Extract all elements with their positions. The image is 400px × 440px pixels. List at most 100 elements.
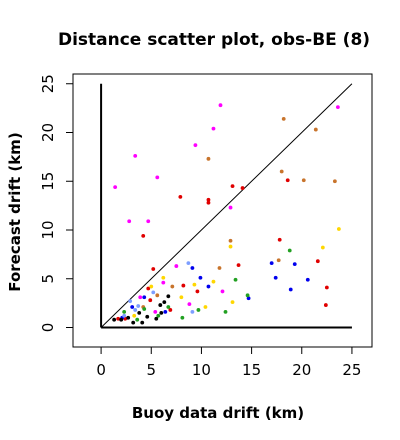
data-point <box>336 227 341 231</box>
data-point <box>313 127 318 132</box>
data-point <box>240 186 245 190</box>
data-point <box>142 295 147 300</box>
data-point <box>155 293 160 298</box>
data-point <box>153 310 158 314</box>
y-tick-label: 20 <box>39 123 57 142</box>
data-point <box>122 310 127 314</box>
data-point <box>324 285 329 290</box>
data-point <box>277 237 282 242</box>
data-point <box>180 315 185 320</box>
data-point <box>133 154 138 158</box>
data-point <box>301 178 306 183</box>
data-point <box>233 277 238 282</box>
data-point <box>281 116 286 121</box>
x-tick-label: 25 <box>342 361 361 379</box>
data-point <box>190 266 195 270</box>
data-point <box>133 308 138 312</box>
data-point <box>148 298 153 303</box>
data-point <box>192 282 197 287</box>
data-point <box>269 261 274 266</box>
data-point <box>156 313 161 318</box>
data-point <box>146 219 151 224</box>
data-point <box>323 303 328 307</box>
data-point <box>195 289 200 294</box>
data-point <box>131 320 136 325</box>
data-point <box>320 245 325 250</box>
data-point <box>151 290 156 295</box>
data-point <box>162 300 167 305</box>
x-tick-label: 0 <box>96 361 106 379</box>
data-point <box>206 284 211 289</box>
data-point <box>161 275 166 280</box>
y-tick-label: 0 <box>39 323 57 333</box>
data-point <box>166 305 171 309</box>
chart-title: Distance scatter plot, obs-BE (8) <box>58 30 370 50</box>
data-point <box>223 310 228 314</box>
data-point <box>236 263 241 267</box>
data-point <box>154 316 159 321</box>
x-tick-label: 5 <box>146 361 156 379</box>
x-axis-label: Buoy data drift (km) <box>132 404 304 422</box>
x-tick-label: 20 <box>292 361 311 379</box>
x-tick-label: 15 <box>242 361 261 379</box>
data-point <box>178 194 183 199</box>
data-point <box>136 304 141 308</box>
data-point <box>186 261 191 266</box>
data-point <box>292 262 297 267</box>
data-point <box>206 200 211 205</box>
data-point <box>151 267 156 271</box>
data-point <box>287 248 292 253</box>
data-point <box>163 310 168 314</box>
data-point <box>158 303 163 307</box>
data-point <box>113 185 118 190</box>
data-point <box>217 266 222 270</box>
data-point <box>279 169 284 174</box>
data-point <box>145 314 150 319</box>
y-tick-label: 5 <box>39 274 57 284</box>
data-point <box>181 283 186 288</box>
data-point <box>126 315 131 320</box>
data-point <box>228 238 233 243</box>
data-point <box>119 317 124 322</box>
data-point <box>179 295 184 300</box>
data-point <box>146 286 151 291</box>
data-point <box>198 275 203 280</box>
data-point <box>230 184 235 189</box>
data-point <box>305 277 310 282</box>
data-point <box>211 126 216 131</box>
data-point <box>159 310 164 315</box>
data-point <box>228 244 233 249</box>
data-point <box>246 296 251 301</box>
y-tick-label: 10 <box>39 220 57 239</box>
data-point <box>112 317 117 322</box>
data-point <box>273 275 278 280</box>
data-point <box>206 197 211 202</box>
identity-line <box>100 83 353 328</box>
data-point <box>132 313 137 318</box>
data-point <box>203 305 208 309</box>
data-point <box>116 316 121 321</box>
data-point <box>168 308 173 312</box>
data-point <box>127 219 132 224</box>
data-point <box>140 320 145 325</box>
data-point <box>288 287 293 292</box>
data-point <box>315 259 320 264</box>
data-point <box>128 299 133 304</box>
data-point <box>190 310 195 314</box>
data-point <box>155 175 160 180</box>
data-point <box>211 279 216 284</box>
data-point <box>206 156 211 161</box>
y-tick-label: 15 <box>39 172 57 191</box>
data-point <box>130 305 135 309</box>
data-point <box>230 300 235 305</box>
y-axis-label: Forecast drift (km) <box>6 132 24 291</box>
data-point <box>285 178 290 183</box>
data-point <box>149 284 154 289</box>
data-point <box>196 308 201 312</box>
data-point <box>220 289 225 294</box>
data-point <box>170 284 175 289</box>
data-point <box>161 280 166 285</box>
data-point <box>122 313 127 318</box>
